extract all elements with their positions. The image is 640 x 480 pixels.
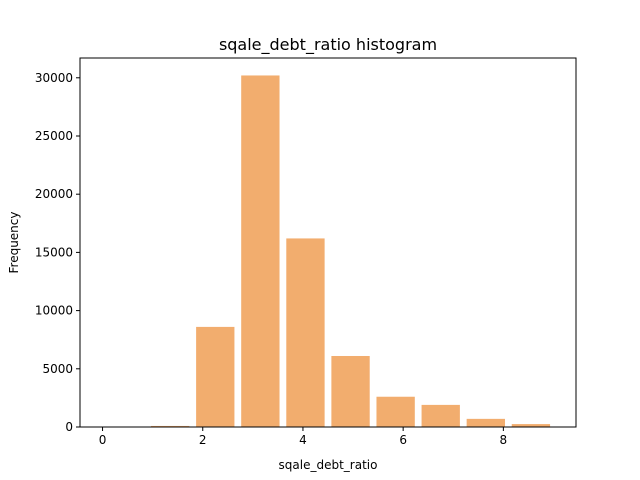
x-axis-ticks: 0 2 4 6 8 [99,427,507,447]
x-tick-label: 2 [199,433,207,447]
x-tick-label: 6 [399,433,407,447]
plot-frame [79,57,577,428]
histogram-bar-2 [196,326,235,427]
histogram-bar-8 [466,418,505,427]
histogram-bar-4 [286,238,325,427]
x-axis-label: sqale_debt_ratio [279,458,378,472]
y-tick-label: 5000 [42,362,73,376]
y-tick-label: 15000 [35,245,73,259]
chart-title: sqale_debt_ratio histogram [219,35,437,55]
bars-group [105,75,551,427]
y-tick-label: 10000 [35,304,73,318]
y-tick-label: 30000 [35,71,73,85]
histogram-bar-3 [241,75,280,427]
y-tick-label: 20000 [35,187,73,201]
y-tick-label: 0 [65,420,73,434]
y-axis-label: Frequency [7,212,21,274]
x-tick-label: 8 [500,433,508,447]
x-tick-label: 0 [99,433,107,447]
histogram-bar-7 [421,404,460,427]
y-tick-label: 25000 [35,129,73,143]
y-axis-ticks: 0 5000 10000 15000 20000 25000 30000 [35,71,80,434]
histogram-bar-9 [511,424,551,427]
x-tick-label: 4 [299,433,307,447]
histogram-bar-1 [151,425,190,427]
histogram-bar-5 [331,355,370,427]
histogram-bar-6 [376,396,415,427]
